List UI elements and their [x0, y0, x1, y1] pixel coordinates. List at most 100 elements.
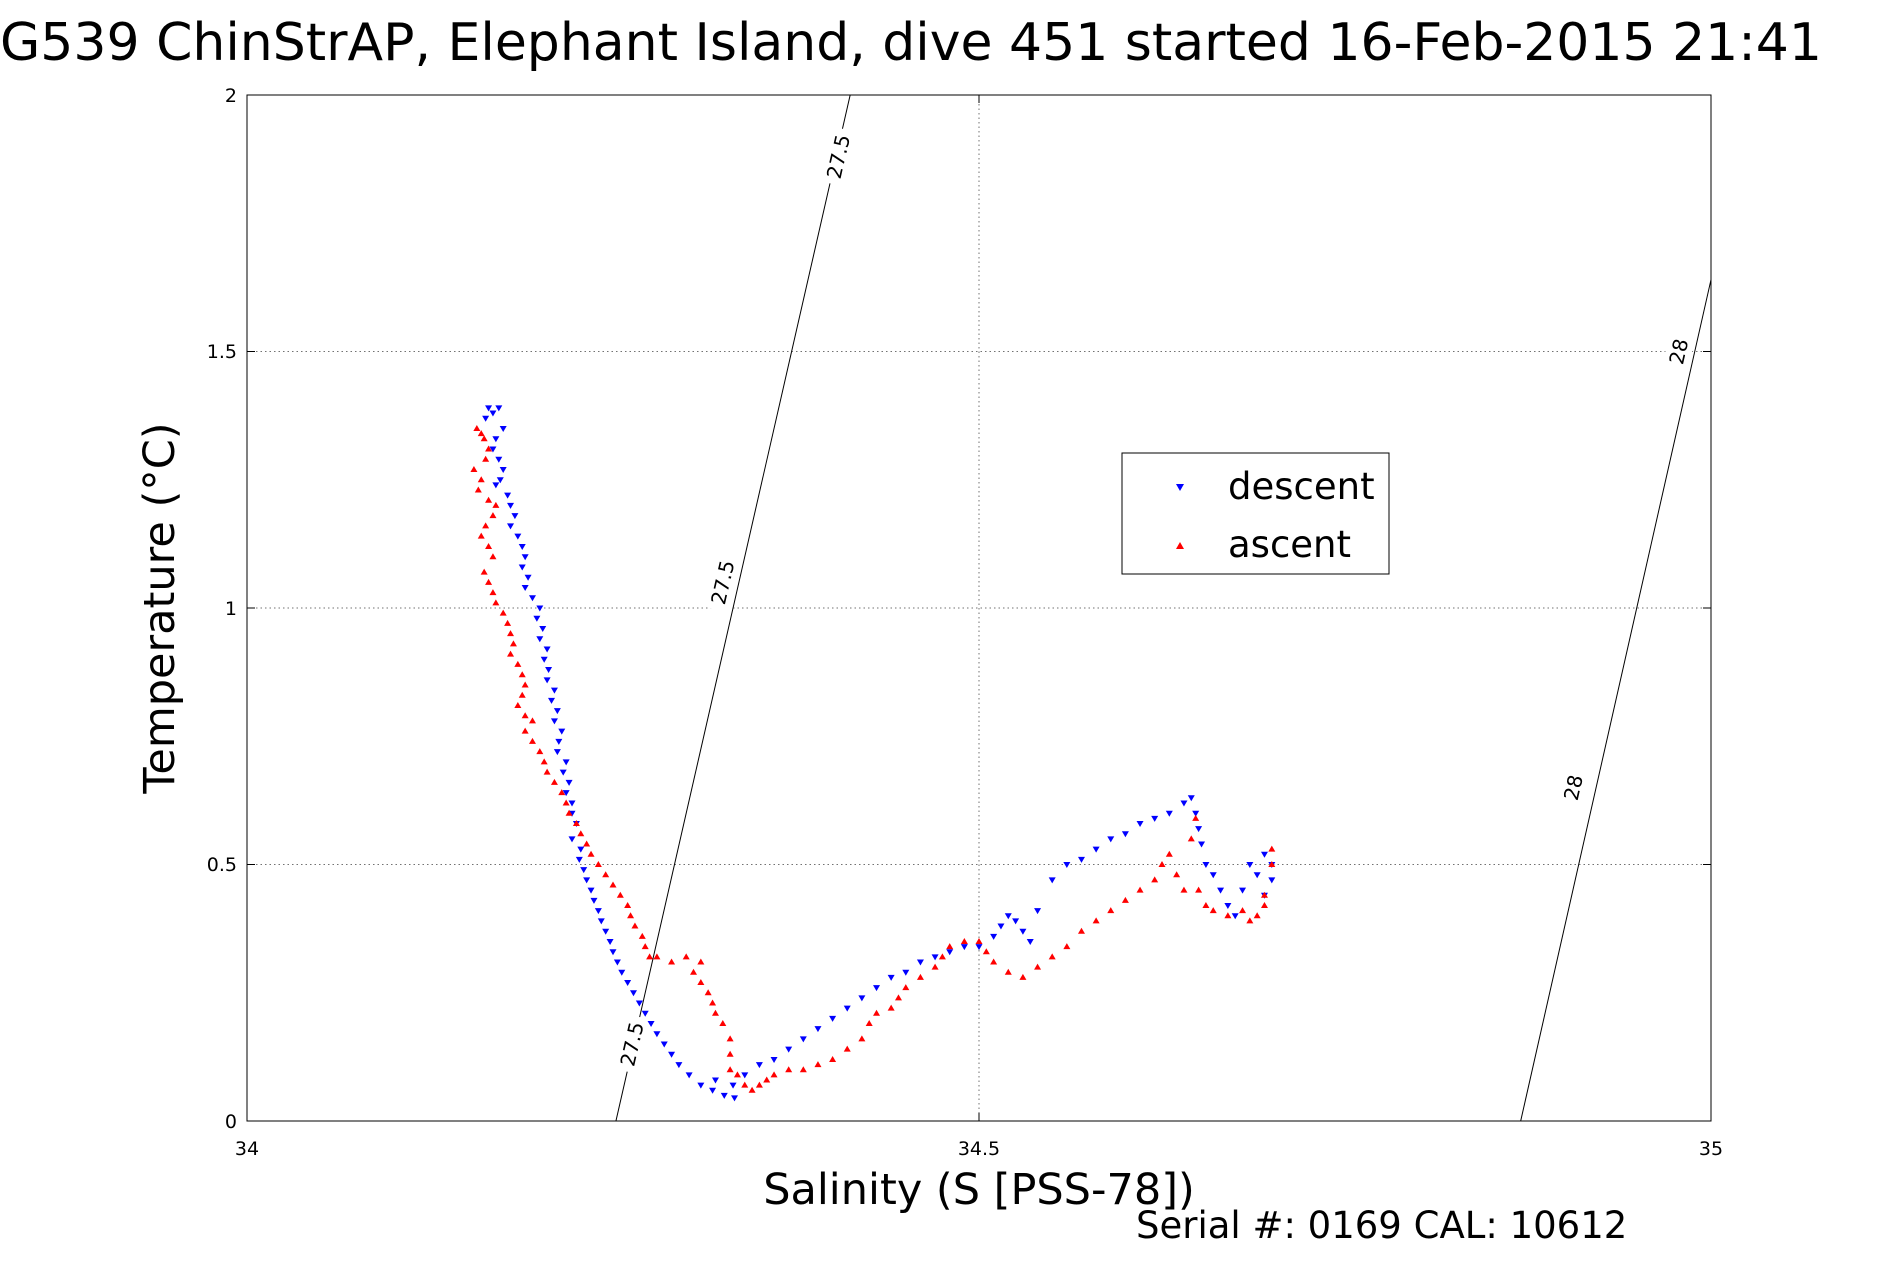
descent-point: [1239, 887, 1247, 894]
descent-point: [485, 405, 493, 412]
ascent-point: [641, 943, 649, 950]
descent-point: [990, 933, 998, 940]
descent-point: [495, 405, 503, 412]
descent-point: [814, 1026, 822, 1033]
ascent-point: [799, 1066, 807, 1073]
ascent-point: [741, 1081, 749, 1088]
ascent-point: [1107, 907, 1115, 914]
ascent-point: [1151, 876, 1159, 883]
descent-point: [521, 554, 529, 561]
descent-point: [629, 990, 637, 997]
ascent-point: [1260, 902, 1268, 909]
ascent-point: [1121, 896, 1129, 903]
x-tick-label: 34: [235, 1138, 259, 1160]
descent-point: [1253, 872, 1261, 879]
ascent-point: [719, 1020, 727, 1027]
contour-label: 28: [1664, 336, 1693, 366]
descent-point: [770, 1056, 778, 1063]
ascent-point: [873, 1009, 881, 1016]
ascent-point: [814, 1061, 822, 1068]
ascent-point: [865, 1020, 873, 1027]
ascent-point: [1136, 886, 1144, 893]
legend: descent ascent: [1121, 452, 1390, 575]
descent-point: [482, 415, 490, 422]
descent-point: [524, 574, 532, 581]
ascent-point: [1268, 861, 1276, 867]
ascent-point: [711, 1009, 719, 1016]
legend-box: [1121, 452, 1390, 575]
descent-point: [550, 718, 558, 725]
ascent-point: [473, 424, 481, 431]
descent-point: [843, 1005, 851, 1012]
descent-point: [887, 974, 895, 981]
descent-point: [550, 687, 558, 694]
ascent-point: [489, 553, 497, 560]
descent-point: [609, 949, 617, 956]
ascent-point: [521, 681, 529, 688]
ascent-point: [572, 819, 580, 826]
ascent-point: [1246, 917, 1254, 924]
descent-point: [1026, 938, 1034, 945]
descent-point: [565, 779, 573, 786]
descent-point: [1092, 846, 1100, 853]
ascent-point: [1202, 902, 1210, 909]
descent-point: [916, 959, 924, 966]
descent-point: [1180, 800, 1188, 807]
ascent-point: [843, 1045, 851, 1052]
ascent-point: [1180, 886, 1188, 893]
contour-line-28: [1520, 279, 1712, 1122]
descent-point: [931, 954, 939, 961]
descent-point: [553, 708, 561, 715]
ascent-point: [507, 650, 515, 657]
descent-point: [799, 1036, 807, 1043]
descent-point: [1224, 903, 1232, 910]
descent-point: [1231, 913, 1239, 920]
descent-point: [1192, 810, 1200, 817]
descent-point: [489, 446, 497, 453]
ascent-point: [894, 994, 902, 1001]
y-tick-label: 1: [225, 598, 237, 620]
ascent-point: [624, 902, 632, 909]
descent-point: [577, 846, 585, 853]
ascent-point: [668, 958, 676, 965]
descent-point: [997, 923, 1005, 930]
descent-point: [597, 918, 605, 925]
ascent-point: [697, 978, 705, 985]
ascent-point: [858, 1035, 866, 1042]
descent-point: [602, 928, 610, 935]
descent-point: [533, 615, 541, 622]
descent-point: [731, 1095, 739, 1102]
ascent-point: [540, 758, 548, 765]
x-tick-label: 34.5: [958, 1138, 1000, 1160]
ascent-point: [507, 630, 515, 637]
ascent-point: [690, 968, 698, 975]
ascent-point: [1268, 845, 1276, 852]
descent-point: [613, 959, 621, 966]
ascent-point: [902, 984, 910, 991]
descent-point: [741, 1072, 749, 1079]
contour-label-bg: [613, 1013, 651, 1075]
ascent-point: [492, 501, 500, 508]
ascent-point: [485, 496, 493, 503]
y-tick-label: 2: [225, 85, 237, 107]
contour-line-27.5: [615, 94, 851, 1122]
descent-point: [829, 1015, 837, 1022]
descent-point: [499, 466, 507, 473]
descent-point: [511, 513, 519, 520]
contour-label-bg: [1554, 757, 1593, 818]
descent-point: [946, 949, 954, 956]
descent-point: [606, 938, 614, 945]
descent-point: [568, 836, 576, 843]
ascent-point: [477, 430, 485, 437]
ascent-point: [1239, 907, 1247, 914]
ascent-point: [726, 1066, 734, 1073]
x-tick-label: 35: [1699, 1138, 1723, 1160]
ascent-point: [509, 640, 517, 647]
ascent-series: [470, 424, 1276, 1093]
descent-point: [653, 1031, 661, 1038]
ascent-point: [697, 958, 705, 965]
ascent-point: [594, 861, 602, 867]
descent-point: [594, 908, 602, 915]
ascent-point: [1224, 912, 1232, 919]
